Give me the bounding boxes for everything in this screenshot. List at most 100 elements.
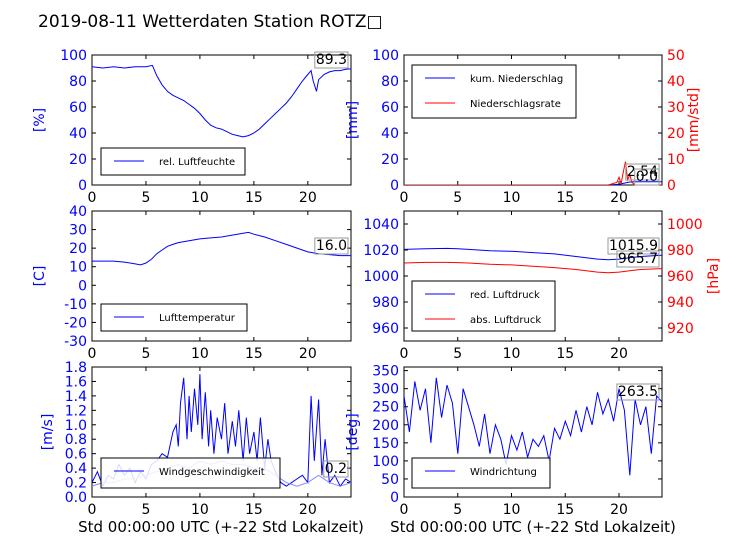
y-tick-label: 1.0 xyxy=(65,418,87,434)
y2-tick-label: 50 xyxy=(667,48,685,64)
panel-precip: 0 5 10 15 20 0 20 40 60 80 100 0 10 20 30 40 50 [mm] [mm/s… xyxy=(345,48,702,206)
y-tick-label: 30 xyxy=(69,223,87,239)
y-tick-label: 1.6 xyxy=(65,374,87,390)
y-tick-label: 350 xyxy=(372,364,399,380)
y-tick-label: 300 xyxy=(372,382,399,398)
y2-tick-label: 960 xyxy=(667,269,694,285)
y-tick-label: -20 xyxy=(64,315,87,331)
y2-tick-label: 940 xyxy=(667,295,694,311)
y-axis-label: [C] xyxy=(32,266,48,287)
y-tick-label: 100 xyxy=(372,454,399,470)
x-tick-label: 10 xyxy=(503,346,521,362)
x-tick-label: 5 xyxy=(453,190,462,206)
legend-label: Lufttemperatur xyxy=(159,313,236,324)
y-tick-label: 10 xyxy=(69,260,87,276)
y-tick-label: 1.8 xyxy=(65,360,87,376)
y2-axis-label: [hPa] xyxy=(706,258,722,294)
y-tick-label: 0.4 xyxy=(65,461,87,477)
y-tick-label: 0.6 xyxy=(65,447,87,463)
legend-label: Niederschlagsrate xyxy=(470,99,561,110)
y2-tick-label: 0 xyxy=(667,178,676,194)
last-value-box xyxy=(323,460,349,478)
y2-tick-label: 980 xyxy=(667,243,694,259)
y-axis-label: [mm] xyxy=(345,101,361,139)
last-value-box xyxy=(314,51,349,69)
x-tick-label: 10 xyxy=(191,502,209,518)
series-line-niederschlagsrate xyxy=(404,161,662,185)
y-tick-label: 0 xyxy=(78,278,87,294)
y2-tick-label: 10 xyxy=(667,152,685,168)
x-tick-label: 10 xyxy=(503,190,521,206)
x-tick-label: 15 xyxy=(556,502,574,518)
legend-label: red. Luftdruck xyxy=(470,290,540,301)
y-tick-label: 80 xyxy=(69,74,87,90)
x-tick-label: 5 xyxy=(453,346,462,362)
x-tick-label: 10 xyxy=(191,346,209,362)
y-tick-label: 1.4 xyxy=(65,389,87,405)
legend-box xyxy=(100,457,281,489)
y-tick-label: 20 xyxy=(69,241,87,257)
y2-tick-label: 20 xyxy=(667,126,685,142)
y-tick-label: 40 xyxy=(381,126,399,142)
panel-pressure: 0 5 10 15 20 960 980 1000 1020 1040 920 940 960 980 10… xyxy=(363,210,722,362)
legend-label: Windrichtung xyxy=(470,467,537,478)
y2-axis-label: [mm/std] xyxy=(686,88,702,153)
x-tick-label: 20 xyxy=(610,502,628,518)
y-tick-label: 60 xyxy=(69,100,87,116)
x-tick-label: 15 xyxy=(245,346,263,362)
x-tick-label: 5 xyxy=(453,502,462,518)
series-line-lufttemperatur xyxy=(92,231,351,266)
y-tick-label: 1020 xyxy=(363,243,399,259)
y-tick-label: 0 xyxy=(78,178,87,194)
y2-tick-label: 1000 xyxy=(667,217,703,233)
y-tick-label: 40 xyxy=(69,126,87,142)
x-tick-label: 0 xyxy=(88,190,97,206)
x-tick-label: 15 xyxy=(556,190,574,206)
last-value-label: 965.7 xyxy=(618,251,658,267)
y-axis-label: [deg] xyxy=(345,413,361,450)
y2-tick-label: 30 xyxy=(667,100,685,116)
legend-label: kum. Niederschlag xyxy=(470,74,563,85)
y-tick-label: 0.8 xyxy=(65,432,87,448)
x-tick-label: 15 xyxy=(245,190,263,206)
last-value-box xyxy=(616,383,660,401)
x-tick-label: 15 xyxy=(556,346,574,362)
y-tick-label: 1000 xyxy=(363,269,399,285)
y-tick-label: 0.0 xyxy=(65,490,87,506)
y-tick-label: 250 xyxy=(372,400,399,416)
x-tick-label: 15 xyxy=(245,502,263,518)
y-tick-label: 100 xyxy=(372,48,399,64)
last-value-box xyxy=(616,250,660,268)
x-tick-label: 20 xyxy=(299,190,317,206)
x-tick-label: 0 xyxy=(400,346,409,362)
y-tick-label: 20 xyxy=(69,152,87,168)
panel-windspeed: 0 5 10 15 200.00.20.40.60.81.01.21.41.61.8[m… xyxy=(40,360,352,518)
y-tick-label: 200 xyxy=(372,418,399,434)
x-tick-label: 0 xyxy=(88,346,97,362)
panel-humidity: 0 5 10 15 20 0 20 40 60 80 100 [%] 89.3 rel. Luftfeuc… xyxy=(32,48,352,206)
y-tick-label: 60 xyxy=(381,100,399,116)
x-tick-label: 10 xyxy=(503,502,521,518)
last-value-label: 16.0 xyxy=(316,238,347,254)
last-value-label: 1015.9 xyxy=(609,238,658,254)
last-value-label: 0.0 xyxy=(636,169,658,185)
x-tick-label: 20 xyxy=(610,346,628,362)
y-axis-label: [m/s] xyxy=(40,414,56,451)
y-tick-label: 20 xyxy=(381,152,399,168)
x-axis-label-right: Std 00:00:00 UTC (+-22 Std Lokalzeit) xyxy=(390,518,676,536)
x-tick-label: 20 xyxy=(610,190,628,206)
legend-label: Windgeschwindigkeit xyxy=(159,467,265,478)
x-tick-label: 20 xyxy=(299,502,317,518)
series-line-windrichtung xyxy=(404,377,662,476)
last-value-label: 263.5 xyxy=(618,384,658,400)
y-tick-label: -30 xyxy=(64,334,87,350)
x-tick-label: 5 xyxy=(141,346,150,362)
legend-label: abs. Luftdruck xyxy=(470,315,541,326)
series-line-red-luftdruck xyxy=(404,247,662,261)
y-tick-label: 1.2 xyxy=(65,403,87,419)
y-axis-label: [%] xyxy=(32,108,48,132)
legend-box xyxy=(411,457,551,489)
last-value-label: 89.3 xyxy=(316,52,347,68)
x-tick-label: 10 xyxy=(191,190,209,206)
